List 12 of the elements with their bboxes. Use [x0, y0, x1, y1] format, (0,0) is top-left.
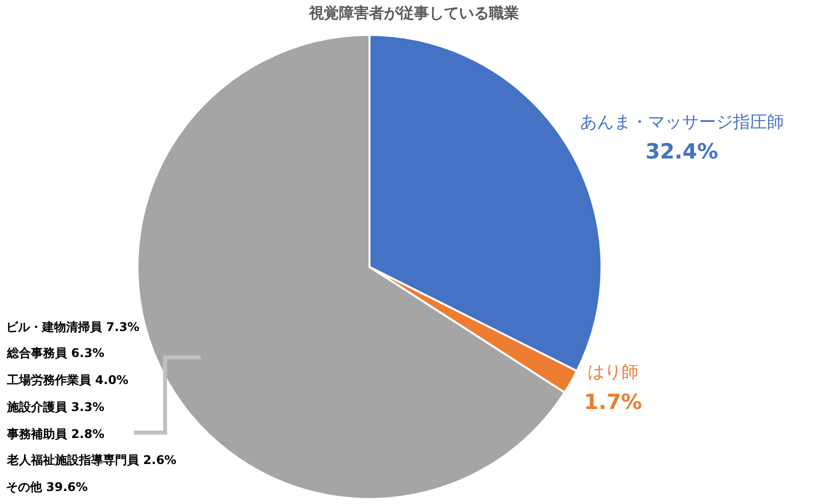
slice-label: あんま・マッサージ指圧師 [580, 112, 784, 132]
data-label: 32.4% [645, 140, 718, 164]
text: 工場労務作業員 4.0% [6, 373, 128, 387]
text: 総合事務員 6.3% [6, 346, 104, 360]
text: 老人福祉施設指導専門員 2.6% [6, 453, 176, 467]
text: 事務補助員 2.8% [6, 427, 104, 441]
chart-title: 視覚障害者が従事している職業 [308, 4, 519, 22]
slice-label: はり師 [587, 362, 638, 383]
text: ビル・建物清掃員 7.3% [6, 320, 140, 334]
data-label: 1.7% [584, 390, 642, 414]
text: その他 39.6% [6, 480, 88, 494]
text: 施設介護員 3.3% [6, 400, 104, 414]
